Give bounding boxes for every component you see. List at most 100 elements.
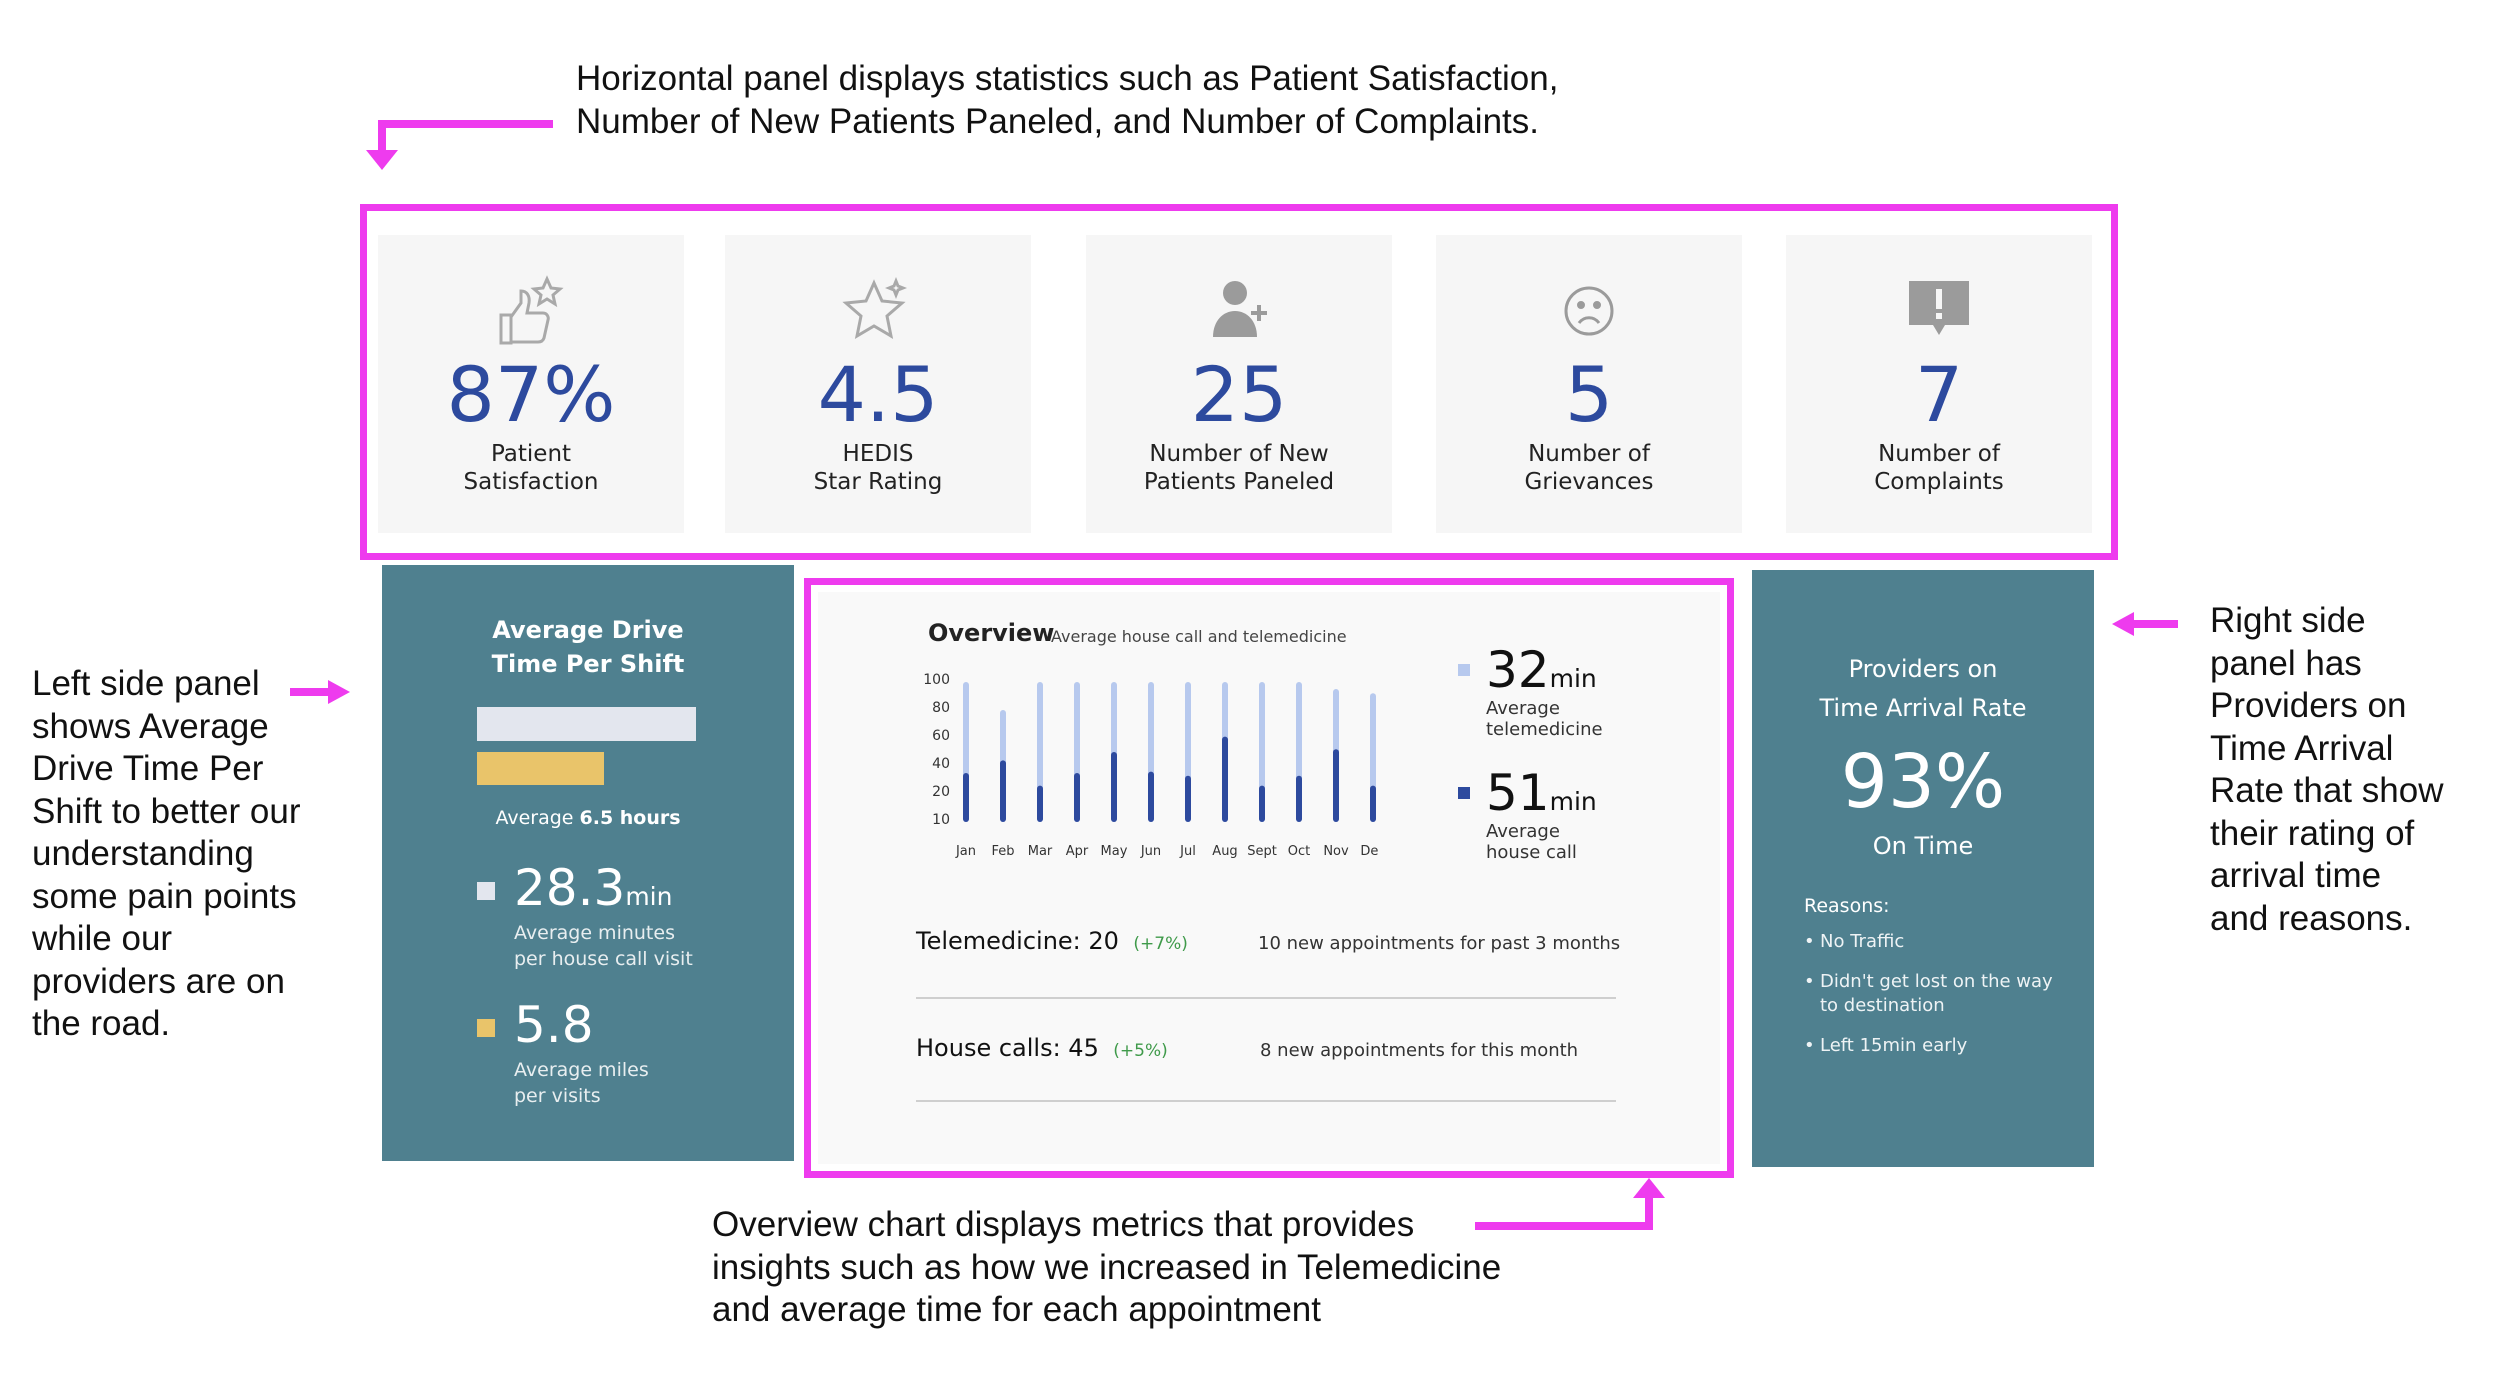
drive-metric-label: Average minutes per house call visit <box>514 920 693 972</box>
overview-row-house-calls: House calls: 45 (+5%) 8 new appointments… <box>916 1034 1616 1102</box>
annotation-arrow-top-stem <box>378 120 386 155</box>
bullet-icon: • <box>1804 1035 1815 1056</box>
stat-card-patient-satisfaction: 87% Patient Satisfaction <box>378 235 684 533</box>
legend-square-telemedicine <box>1458 664 1470 676</box>
overview-stat-value: 32 <box>1486 641 1550 699</box>
bar-house-call <box>1296 775 1302 822</box>
drive-time-average-value: 6.5 hours <box>579 807 681 829</box>
stat-value: 25 <box>1190 350 1288 439</box>
x-tick-label: Nov <box>1323 844 1349 859</box>
stat-value: 4.5 <box>817 350 939 439</box>
thumbs-up-star-icon <box>378 271 684 351</box>
annotation-right-line: Providers on <box>2210 686 2407 725</box>
annotation-right: Right side panel has Providers on Time A… <box>2210 600 2443 940</box>
drive-time-title-line: Average Drive <box>492 616 684 644</box>
overview-stat-label: Average house call <box>1486 821 1577 863</box>
bar-house-call <box>1333 749 1339 822</box>
arrival-rate-panel: Providers on Time Arrival Rate 93% On Ti… <box>1752 570 2094 1167</box>
bar-house-call <box>1000 760 1006 822</box>
annotation-arrow-right <box>2132 620 2178 628</box>
y-tick-label: 80 <box>932 700 950 716</box>
annotation-left-line: understanding <box>32 834 254 873</box>
reasons-list: • No Traffic • Didn't get lost on the wa… <box>1804 930 2053 1058</box>
drive-time-title: Average Drive Time Per Shift <box>382 613 794 681</box>
x-tick-label: Oct <box>1288 844 1310 859</box>
reason-item-line: to destination <box>1820 995 1945 1016</box>
stat-value: 7 <box>1914 350 1964 439</box>
bar-house-call <box>1111 752 1117 822</box>
overview-row-telemedicine: Telemedicine: 20 (+7%) 10 new appointmen… <box>916 927 1620 999</box>
annotation-right-line: and reasons. <box>2210 898 2413 938</box>
add-user-icon <box>1086 271 1392 351</box>
overview-chart: 100 80 60 40 20 10 Jan Feb Mar Apr May Jun Jul Aug Sep… <box>923 672 1378 859</box>
stat-label-line: Number of <box>1528 441 1650 467</box>
annotation-bottom: Overview chart displays metrics that pro… <box>712 1204 1501 1332</box>
annotation-arrow-bottom-head <box>1633 1178 1665 1198</box>
overview-stat-label-line: house call <box>1486 842 1577 863</box>
bar-house-call <box>1037 785 1043 822</box>
drive-metric-label: Average miles per visits <box>514 1057 649 1109</box>
x-tick-label: Feb <box>991 844 1014 859</box>
stat-label: Number of Complaints <box>1786 440 2092 496</box>
x-tick-label: Mar <box>1028 844 1053 859</box>
annotation-left-line: providers are on <box>32 961 285 1001</box>
x-tick-label: Sept <box>1247 844 1277 859</box>
drive-metric-value: 5.8 <box>514 996 594 1054</box>
arrival-rate-title: Providers on Time Arrival Rate <box>1752 650 2094 728</box>
drive-metric-value-wrap: 28.3min <box>514 860 672 916</box>
sad-face-icon <box>1436 271 1742 351</box>
reasons-title: Reasons: <box>1804 895 1890 917</box>
stat-value: 87% <box>446 350 616 439</box>
overview-stat-label-line: Average <box>1486 821 1560 842</box>
annotation-left-line: Drive Time Per <box>32 749 264 788</box>
x-tick-label: Dec <box>1360 844 1378 859</box>
stat-label-line: Complaints <box>1874 469 2004 495</box>
arrival-rate-value: 93% <box>1840 739 2006 825</box>
annotation-bottom-line: Overview chart displays metrics that pro… <box>712 1205 1415 1244</box>
star-icon <box>725 271 1031 351</box>
overview-row-note: 10 new appointments for past 3 months <box>1258 933 1621 954</box>
annotation-arrow-left <box>290 688 330 696</box>
y-tick-label: 60 <box>932 728 950 744</box>
stat-label-line: HEDIS <box>842 441 914 467</box>
bar-house-call <box>1074 773 1080 822</box>
y-tick-label: 10 <box>932 812 950 828</box>
x-tick-label: Aug <box>1212 844 1237 859</box>
bullet-icon: • <box>1804 931 1815 952</box>
drive-metric-value-wrap: 5.8 <box>514 997 594 1053</box>
drive-time-bar-light <box>477 707 696 741</box>
y-tick-label: 40 <box>932 756 950 772</box>
overview-panel: Overview Average house call and telemedi… <box>818 592 1720 1164</box>
stat-label-line: Grievances <box>1524 469 1654 495</box>
stat-label-line: Satisfaction <box>463 469 599 495</box>
bar-house-call <box>963 773 969 822</box>
overview-stat-unit: min <box>1549 787 1597 816</box>
bar-house-call <box>1185 775 1191 822</box>
arrival-rate-title-line: Time Arrival Rate <box>1819 694 2027 722</box>
annotation-left-line: while our <box>32 919 173 958</box>
annotation-arrow-right-head <box>2112 612 2134 636</box>
overview-row-label: Telemedicine: <box>916 927 1089 955</box>
drive-time-average: Average 6.5 hours <box>382 807 794 829</box>
x-tick-label: Jun <box>1140 844 1161 859</box>
legend-square-house-call <box>1458 787 1470 799</box>
stat-label: Patient Satisfaction <box>378 440 684 496</box>
overview-subtitle: Average house call and telemedicine <box>1051 627 1347 646</box>
drive-metric-label-line: Average miles <box>514 1059 649 1081</box>
stat-label-line: Number of New <box>1149 441 1329 467</box>
stat-label-line: Patients Paneled <box>1143 469 1335 495</box>
overview-stat-value-wrap: 51min <box>1486 765 1597 821</box>
overview-stat-value: 51 <box>1486 764 1550 822</box>
stat-card-hedis-star-rating: 4.5 HEDIS Star Rating <box>725 235 1031 533</box>
drive-time-panel: Average Drive Time Per Shift Average 6.5… <box>382 565 794 1161</box>
drive-time-average-prefix: Average <box>495 807 580 829</box>
legend-square-yellow <box>477 1019 495 1037</box>
annotation-top-line: Horizontal panel displays statistics suc… <box>576 59 1559 98</box>
x-tick-label: Jan <box>955 844 976 859</box>
reason-item: • Left 15min early <box>1804 1034 2053 1058</box>
annotation-left-line: Shift to better our <box>32 791 301 831</box>
overview-row-value: 20 <box>1088 927 1119 955</box>
reason-item-line: Left 15min early <box>1820 1035 1968 1056</box>
stat-label: Number of New Patients Paneled <box>1086 440 1392 496</box>
bar-house-call <box>1222 736 1228 822</box>
